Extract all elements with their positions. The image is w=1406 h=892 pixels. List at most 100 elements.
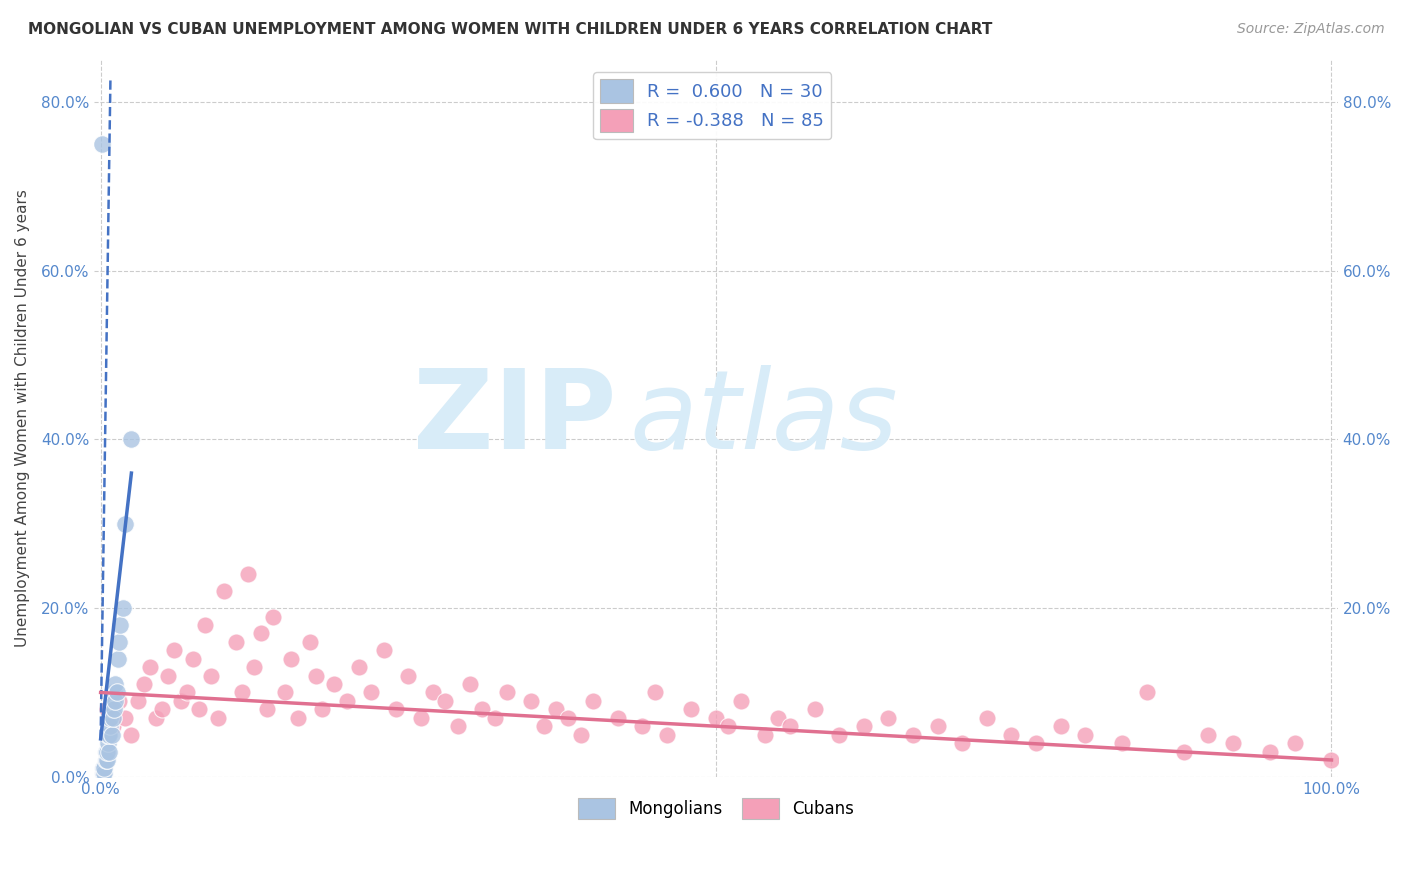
Point [94,753,117,767]
Point [256,702,278,716]
Point [207,711,229,725]
Point [200,668,222,682]
Point [901,728,924,742]
Point [225,635,247,649]
Point [1074,728,1097,742]
Point [655,728,678,742]
Point [132,677,155,691]
Point [163,643,186,657]
Point [96,753,118,767]
Point [976,711,998,725]
Point [274,685,297,699]
Point [396,668,419,682]
Point [373,643,395,657]
Point [91,765,114,780]
Text: ZIP: ZIP [413,365,617,472]
Point [1136,685,1159,699]
Point [100,719,122,733]
Point [98,745,121,759]
Point [91,761,114,775]
Point [100,702,122,716]
Point [520,694,543,708]
Point [323,677,346,691]
Point [93,765,115,780]
Point [176,685,198,699]
Text: MONGOLIAN VS CUBAN UNEMPLOYMENT AMONG WOMEN WITH CHILDREN UNDER 6 YEARS CORRELAT: MONGOLIAN VS CUBAN UNEMPLOYMENT AMONG WO… [28,22,993,37]
Point [828,728,851,742]
Point [385,702,408,716]
Point [495,685,517,699]
Point [108,694,131,708]
Point [1284,736,1306,750]
Text: Source: ZipAtlas.com: Source: ZipAtlas.com [1237,22,1385,37]
Point [249,626,271,640]
Point [1320,753,1343,767]
Point [181,651,204,665]
Point [1025,736,1047,750]
Point [280,651,302,665]
Point [103,702,125,716]
Point [90,136,112,151]
Point [101,711,124,725]
Point [422,685,444,699]
Point [97,736,120,750]
Point [1000,728,1022,742]
Point [103,685,125,699]
Point [105,685,128,699]
Point [150,702,173,716]
Point [779,719,801,733]
Point [231,685,253,699]
Point [107,651,129,665]
Point [139,660,162,674]
Point [1111,736,1133,750]
Point [544,702,567,716]
Point [644,685,666,699]
Point [305,668,328,682]
Point [360,685,382,699]
Point [852,719,875,733]
Point [104,677,127,691]
Text: atlas: atlas [628,365,897,472]
Point [111,601,134,615]
Point [681,702,703,716]
Point [98,728,121,742]
Point [262,609,284,624]
Point [298,635,321,649]
Point [287,711,309,725]
Point [458,677,481,691]
Point [347,660,370,674]
Legend: Mongolians, Cubans: Mongolians, Cubans [571,791,860,826]
Point [243,660,266,674]
Point [927,719,949,733]
Point [803,702,825,716]
Point [97,728,120,742]
Point [446,719,468,733]
Point [557,711,579,725]
Point [114,711,136,725]
Point [101,719,124,733]
Point [766,711,789,725]
Point [194,618,217,632]
Point [1222,736,1244,750]
Point [533,719,555,733]
Y-axis label: Unemployment Among Women with Children Under 6 years: Unemployment Among Women with Children U… [15,189,30,648]
Point [110,618,132,632]
Point [96,745,118,759]
Point [127,694,149,708]
Point [120,433,142,447]
Point [704,711,727,725]
Point [569,728,592,742]
Point [582,694,605,708]
Point [1258,745,1281,759]
Point [157,668,180,682]
Point [606,711,628,725]
Point [1197,728,1219,742]
Point [754,728,776,742]
Point [631,719,654,733]
Point [1049,719,1071,733]
Point [311,702,333,716]
Point [730,694,752,708]
Point [950,736,973,750]
Point [169,694,191,708]
Point [188,702,211,716]
